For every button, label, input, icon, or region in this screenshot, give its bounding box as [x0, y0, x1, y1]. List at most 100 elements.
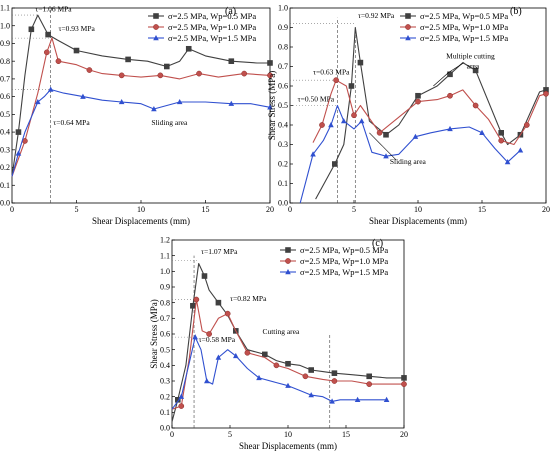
data-point: [125, 56, 131, 63]
data-point: [504, 159, 511, 165]
x-tick-label: 5: [75, 205, 79, 214]
y-tick-label: 1.1: [0, 4, 10, 13]
annotation-text: τ=0.82 MPa: [230, 294, 267, 303]
x-tick-label: 15: [202, 205, 210, 214]
data-point: [215, 354, 222, 360]
y-tick-label: 0.5: [278, 101, 288, 110]
annotation-text: τ=0.92 MPa: [358, 11, 395, 20]
y-tick-label: 0.6: [0, 92, 10, 101]
legend-entry: σ=2.5 MPa, Wp=1.0 MPa: [168, 22, 256, 32]
data-point: [190, 303, 196, 309]
data-point: [164, 63, 170, 70]
x-axis-label: Shear Displacements (mm): [92, 216, 190, 226]
data-point: [80, 93, 86, 99]
data-point: [358, 118, 365, 124]
y-tick-label: 0.2: [160, 392, 170, 401]
y-tick-label: 0.3: [0, 145, 10, 154]
series-2: [11, 37, 273, 177]
series-line: [299, 104, 521, 204]
data-point: [118, 72, 125, 79]
data-point: [267, 104, 273, 110]
y-tick-label: 0.1: [0, 181, 10, 190]
series-line: [11, 14, 270, 177]
data-point: [447, 92, 453, 99]
data-point: [228, 58, 235, 64]
panel-label: (b): [510, 6, 522, 17]
data-point: [415, 98, 421, 105]
data-point: [383, 131, 389, 138]
x-tick-label: 15: [342, 430, 350, 439]
y-tick-label: 0.4: [0, 128, 10, 137]
y-tick-label: 0.6: [160, 330, 170, 339]
y-axis-label: Shear Stress (MPa): [149, 299, 159, 369]
data-point: [329, 398, 335, 404]
series-line: [11, 37, 271, 177]
y-tick-label: 0.3: [160, 377, 170, 386]
x-tick-label: 20: [400, 430, 408, 439]
data-point: [206, 331, 212, 337]
data-point: [193, 296, 200, 303]
data-point: [285, 360, 291, 367]
y-tick-label: 0.7: [0, 75, 10, 84]
arrow-line: [448, 62, 465, 73]
y-tick-label: 1.0: [278, 4, 288, 13]
data-point: [498, 137, 505, 144]
data-point: [215, 299, 222, 306]
data-point: [415, 92, 421, 99]
legend-entry: σ=2.5 MPa, Wp=1.5 MPa: [300, 267, 388, 277]
series-line: [171, 336, 387, 410]
data-point: [285, 382, 291, 388]
legend-swatch-marker: [405, 35, 411, 41]
y-tick-label: 0.9: [278, 23, 288, 32]
y-tick-label: 0.4: [278, 121, 288, 130]
data-point: [178, 403, 185, 409]
annotation-text: τ=0.58 MPa: [199, 335, 236, 344]
data-point: [357, 59, 364, 66]
data-point: [15, 129, 22, 135]
series-line: [171, 298, 404, 410]
y-tick-label: 0.9: [0, 39, 10, 48]
y-tick-label: 1.0: [160, 267, 170, 276]
y-tick-label: 0.8: [160, 298, 170, 307]
data-point: [43, 49, 50, 56]
y-tick-label: 0.0: [0, 199, 10, 208]
panel-label: (a): [225, 6, 236, 17]
data-point: [308, 367, 314, 373]
data-point: [517, 147, 524, 153]
x-tick-label: 5: [228, 430, 232, 439]
data-point: [267, 60, 273, 66]
data-point: [376, 129, 383, 136]
y-tick-label: 0.9: [160, 283, 170, 292]
data-point: [228, 100, 235, 106]
data-point: [447, 125, 453, 132]
data-point: [192, 334, 198, 340]
data-point: [157, 72, 164, 79]
data-point: [204, 378, 210, 384]
data-point: [383, 153, 389, 159]
series-1: [315, 26, 549, 200]
y-tick-label: 0.0: [160, 424, 170, 433]
data-point: [45, 31, 51, 38]
data-point: [523, 122, 530, 128]
data-point: [498, 130, 504, 136]
data-point: [273, 362, 280, 369]
x-tick-label: 10: [414, 205, 422, 214]
legend-swatch-marker: [153, 24, 159, 30]
series-3: [299, 104, 524, 204]
y-axis-label: Shear Stress (MPa): [267, 71, 277, 141]
data-point: [262, 351, 268, 358]
annotation-text: Cutting area: [262, 327, 300, 336]
x-tick-label: 15: [478, 205, 486, 214]
data-point: [224, 310, 231, 317]
series-line: [315, 26, 547, 200]
data-point: [233, 352, 239, 359]
y-tick-label: 0.2: [0, 163, 10, 172]
data-point: [55, 58, 62, 65]
x-tick-label: 10: [137, 205, 145, 214]
y-tick-label: 0.1: [160, 408, 170, 417]
data-point: [332, 161, 338, 167]
data-point: [244, 349, 251, 356]
legend-entry: σ=2.5 MPa, Wp=1.5 MPa: [168, 33, 256, 43]
